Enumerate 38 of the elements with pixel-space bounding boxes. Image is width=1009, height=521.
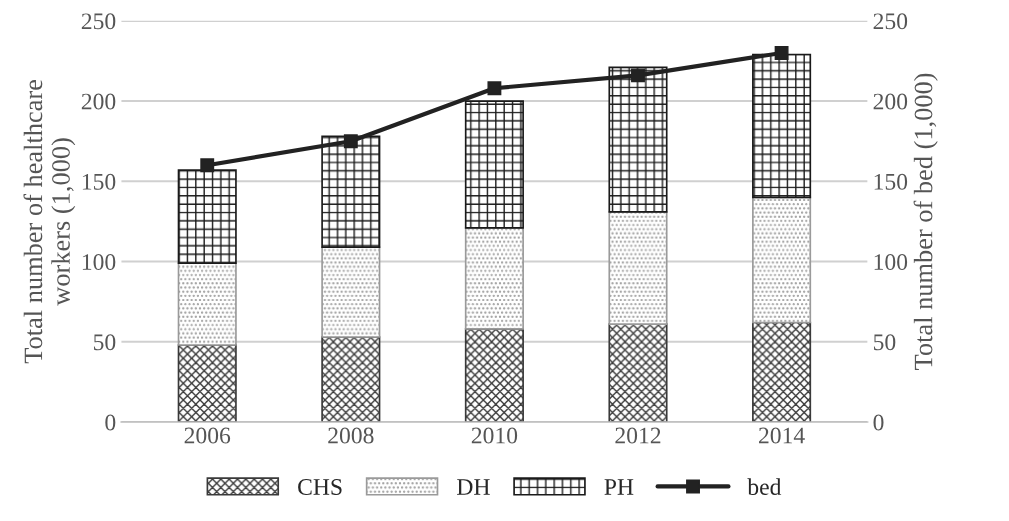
bar [752, 321, 812, 423]
y2-axis-title: Total number of bed (1,000) [913, 73, 938, 370]
y2-tick-label: 0 [873, 414, 884, 431]
point [200, 158, 215, 173]
x-tick-label: 2006 [184, 427, 231, 444]
point [343, 134, 358, 149]
x-tick-label: 2010 [471, 427, 518, 444]
x-tick-label: 2012 [615, 427, 661, 444]
point [774, 45, 789, 60]
bar [608, 210, 668, 325]
y-tick-label: 200 [81, 93, 116, 110]
y-tick-label: 0 [105, 414, 116, 431]
bar [321, 246, 381, 338]
y-tick-label: 150 [82, 173, 116, 190]
legend-label: bed [747, 478, 782, 495]
y-axis-title: Total number of healthcare workers (1,000) [23, 80, 76, 364]
bar [464, 328, 524, 423]
legend-label: CHS [298, 479, 342, 495]
legend-label: DH [457, 479, 490, 495]
legend-label: PH [604, 479, 634, 495]
point [487, 81, 502, 96]
bar [608, 323, 668, 423]
bar [321, 336, 381, 423]
y-tick-label: 50 [93, 334, 116, 351]
y-tick-label: 250 [81, 13, 116, 30]
bar [177, 262, 237, 346]
bar [177, 344, 237, 423]
x-tick-label: 2008 [328, 427, 374, 444]
x-tick-label: 2014 [759, 427, 805, 444]
bar [752, 196, 812, 324]
y2-tick-label: 200 [873, 93, 908, 110]
y2-tick-label: 150 [874, 173, 908, 190]
y2-tick-label: 100 [874, 254, 908, 270]
bar [464, 227, 524, 330]
y2-tick-label: 250 [873, 13, 908, 30]
y2-tick-label: 50 [873, 334, 896, 351]
y-tick-label: 100 [82, 254, 116, 270]
point [631, 68, 645, 83]
